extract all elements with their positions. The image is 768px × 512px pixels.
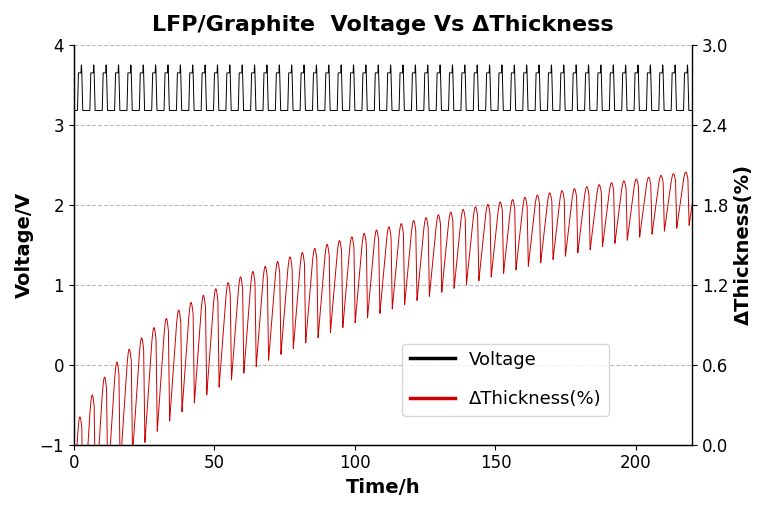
Legend: Voltage, ΔThickness(%): Voltage, ΔThickness(%): [402, 344, 609, 416]
Y-axis label: Voltage/V: Voltage/V: [15, 191, 34, 298]
X-axis label: Time/h: Time/h: [346, 478, 420, 497]
Title: LFP/Graphite  Voltage Vs ΔThickness: LFP/Graphite Voltage Vs ΔThickness: [152, 15, 614, 35]
Y-axis label: ΔThickness(%): ΔThickness(%): [734, 164, 753, 325]
